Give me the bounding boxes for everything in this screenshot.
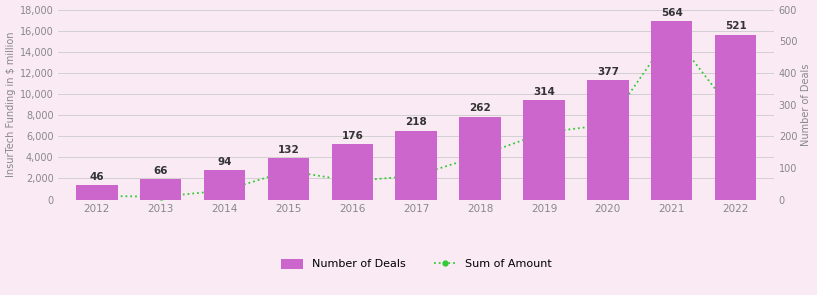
Text: 176: 176 xyxy=(342,131,364,141)
Text: 15799.41: 15799.41 xyxy=(653,21,690,30)
Text: 2721.08: 2721.08 xyxy=(272,159,305,168)
Text: 1741.98: 1741.98 xyxy=(336,174,368,183)
Text: 94: 94 xyxy=(217,157,232,167)
Text: 6347.73: 6347.73 xyxy=(528,120,560,130)
Bar xyxy=(140,179,181,200)
Bar xyxy=(715,35,757,200)
Bar xyxy=(459,117,501,200)
Text: 347.7: 347.7 xyxy=(86,189,108,198)
Text: 4166.58: 4166.58 xyxy=(464,143,497,153)
Y-axis label: Number of Deals: Number of Deals xyxy=(801,63,811,146)
Legend: Number of Deals, Sum of Amount: Number of Deals, Sum of Amount xyxy=(276,254,556,274)
Bar xyxy=(523,100,565,200)
Text: 564: 564 xyxy=(661,8,683,18)
Text: 132: 132 xyxy=(278,145,299,155)
Bar xyxy=(332,144,373,200)
Text: 7997.28: 7997.28 xyxy=(719,103,752,112)
Bar xyxy=(268,158,309,200)
Bar xyxy=(395,131,437,200)
Bar xyxy=(651,21,693,200)
Text: 262: 262 xyxy=(469,104,491,114)
Text: 868.22: 868.22 xyxy=(211,183,239,193)
Text: 377: 377 xyxy=(597,67,618,77)
Bar xyxy=(76,185,118,200)
Text: 314: 314 xyxy=(533,87,555,97)
Text: 66: 66 xyxy=(154,165,168,176)
Bar xyxy=(587,80,628,200)
Y-axis label: InsurTech Funding in $ million: InsurTech Funding in $ million xyxy=(6,32,16,177)
Bar xyxy=(203,170,245,200)
Text: 275.57: 275.57 xyxy=(146,190,175,199)
Text: 46: 46 xyxy=(90,172,104,182)
Text: 521: 521 xyxy=(725,22,747,31)
Text: 7107.99: 7107.99 xyxy=(592,112,624,121)
Text: 2274.4: 2274.4 xyxy=(402,163,430,172)
Text: 218: 218 xyxy=(405,117,427,127)
